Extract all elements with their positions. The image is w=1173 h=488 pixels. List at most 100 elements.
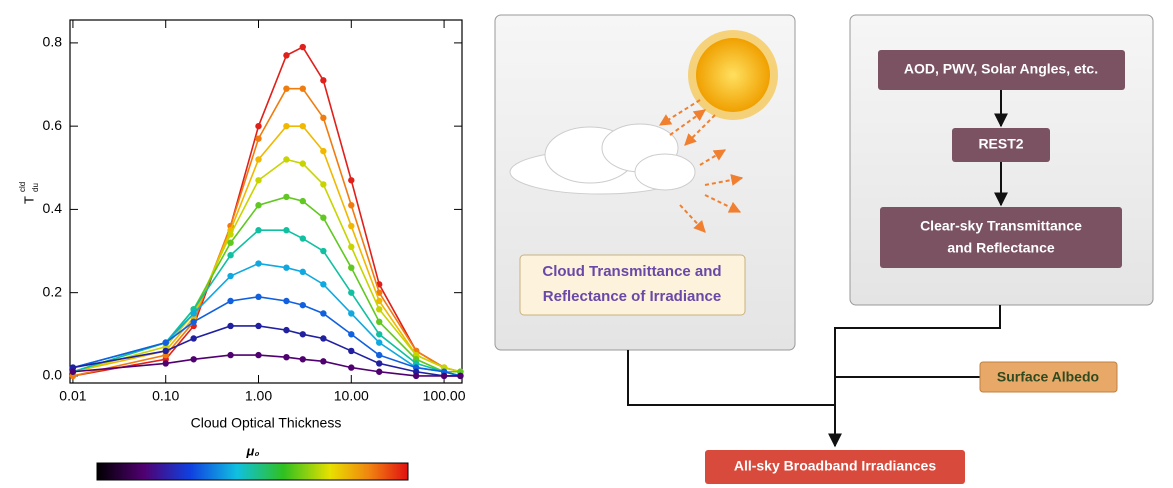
data-point: [283, 227, 290, 234]
y-tick-label: 0.0: [43, 367, 63, 383]
data-point: [283, 122, 290, 130]
data-point: [457, 372, 464, 380]
data-point: [255, 135, 262, 142]
data-point: [190, 318, 197, 326]
data-point: [320, 358, 327, 365]
data-point: [348, 264, 355, 271]
y-tick-label: 0.6: [43, 117, 63, 133]
x-axis-label: Cloud Optical Thickness: [191, 415, 342, 431]
data-point: [376, 339, 383, 346]
data-point: [255, 260, 262, 267]
y-label-main: T: [21, 196, 36, 204]
node-label: All-sky Broadband Irradiances: [734, 458, 937, 474]
node-label: Surface Albedo: [997, 369, 1099, 385]
node-label: Cloud Transmittance and: [542, 263, 721, 280]
cloud-icon: [509, 123, 696, 195]
data-point: [320, 181, 327, 188]
y-label-sub: du: [31, 183, 40, 192]
data-point: [440, 372, 448, 380]
series-line: [72, 158, 461, 373]
data-point: [299, 268, 306, 276]
data-point: [320, 247, 327, 255]
data-point: [227, 231, 234, 238]
data-point: [348, 222, 355, 230]
data-point: [283, 85, 290, 92]
y-tick-label: 0.2: [43, 283, 63, 299]
x-tick-label: 10.00: [334, 388, 369, 404]
data-point: [348, 177, 355, 184]
data-point: [376, 360, 383, 367]
data-point: [299, 356, 306, 363]
data-point: [69, 368, 77, 375]
clear-sky-box: [880, 207, 1122, 268]
data-point: [299, 197, 306, 205]
data-point: [255, 293, 262, 301]
y-tick-label: 0.8: [43, 34, 63, 50]
data-point: [320, 335, 327, 342]
data-point: [227, 239, 234, 246]
data-point: [227, 252, 234, 259]
y-tick-label: 0.4: [43, 200, 63, 216]
data-point: [299, 43, 306, 51]
data-point: [299, 85, 306, 92]
data-point: [255, 156, 262, 163]
sun-icon: [688, 30, 778, 120]
colorbar-label: μ₀: [246, 443, 260, 458]
data-point: [376, 297, 383, 305]
colorbar: [96, 462, 409, 481]
data-point: [376, 368, 383, 375]
node-label: Clear-sky Transmittance: [920, 218, 1082, 234]
data-point: [320, 77, 327, 84]
data-point: [320, 310, 327, 317]
connectors: [627, 305, 1001, 448]
data-point: [255, 177, 262, 184]
data-point: [162, 339, 169, 346]
data-point: [190, 310, 197, 317]
data-point: [283, 353, 290, 361]
data-point: [227, 297, 234, 305]
data-point: [162, 360, 169, 367]
data-point: [348, 202, 355, 209]
series-line: [72, 296, 461, 377]
x-tick-label: 100.00: [423, 388, 466, 404]
data-point: [255, 227, 262, 234]
node-label: AOD, PWV, Solar Angles, etc.: [904, 61, 1098, 77]
data-point: [283, 264, 290, 271]
x-tick-label: 1.00: [245, 388, 272, 404]
data-point: [283, 326, 290, 334]
data-point: [376, 318, 383, 326]
series-line: [72, 87, 461, 377]
node-label: and Reflectance: [947, 240, 1055, 256]
data-point: [162, 347, 169, 355]
plot-frame: [69, 19, 463, 384]
model-box: [952, 128, 1050, 162]
node-label: REST2: [978, 136, 1023, 152]
data-point: [227, 351, 234, 359]
output-box: [705, 450, 965, 484]
data-point: [348, 243, 355, 251]
data-point: [348, 364, 355, 371]
data-point: [320, 214, 327, 221]
y-axis-label: T cld du: [18, 182, 40, 204]
data-point: [348, 347, 355, 355]
data-point: [376, 351, 383, 359]
data-point: [299, 331, 306, 338]
data-point: [227, 322, 234, 330]
data-point: [348, 289, 355, 296]
series-line: [72, 196, 461, 373]
data-point: [299, 160, 306, 167]
data-point: [255, 351, 262, 359]
data-point: [283, 156, 290, 163]
data-point: [320, 281, 327, 288]
series-line: [72, 229, 461, 377]
data-point: [376, 306, 383, 313]
data-point: [227, 272, 234, 280]
data-point: [255, 322, 262, 330]
y-label-sup: cld: [18, 182, 27, 192]
data-point: [348, 310, 355, 317]
data-point: [320, 114, 327, 122]
data-point: [320, 147, 327, 155]
series-line: [72, 125, 461, 373]
data-point: [299, 235, 306, 242]
